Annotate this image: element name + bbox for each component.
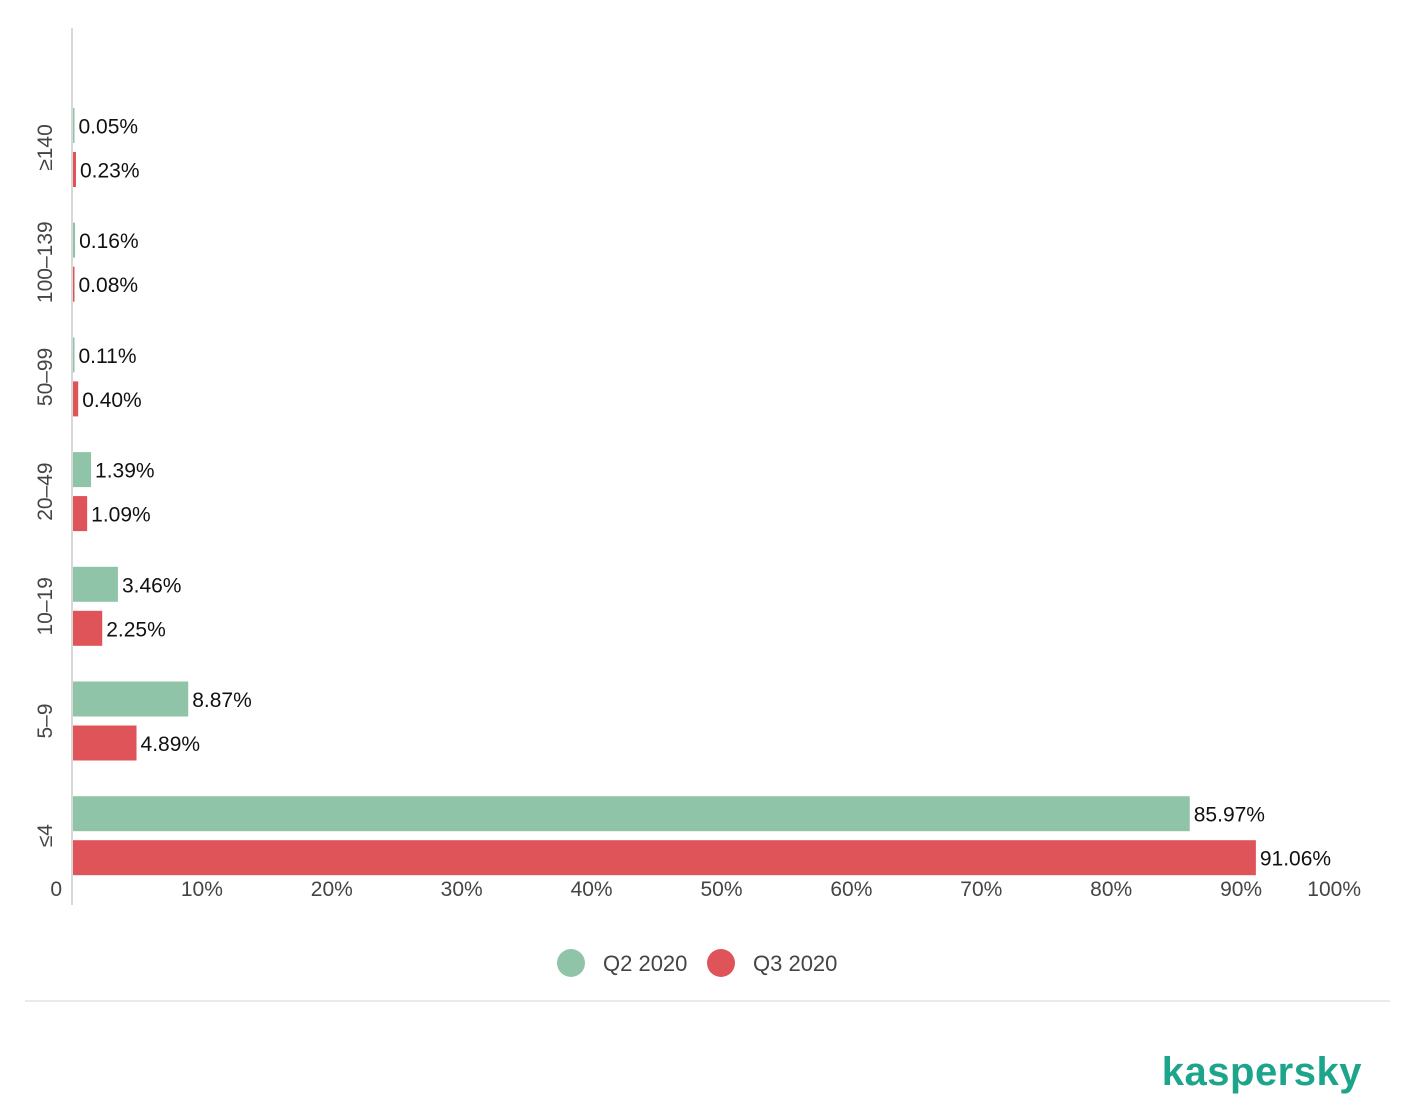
- value-label: 85.97%: [1194, 804, 1265, 827]
- value-label: 3.46%: [122, 574, 182, 597]
- x-tick-label: 50%: [700, 878, 742, 901]
- value-label: 4.89%: [141, 733, 201, 756]
- legend: Q2 2020 Q3 2020: [557, 949, 837, 977]
- x-tick-label: 0: [50, 878, 62, 901]
- value-label: 1.09%: [91, 504, 151, 527]
- category-labels: ≥140 100–139 50–99 20–49 10–19 5–9 ≤4: [34, 124, 57, 847]
- x-tick-label: 70%: [960, 878, 1002, 901]
- value-label: 1.39%: [95, 460, 155, 483]
- bar-q3-1: [73, 266, 75, 302]
- x-tick-label: 40%: [571, 878, 613, 901]
- legend-swatch-q3: [707, 949, 735, 977]
- bar-q2-4: [73, 566, 118, 602]
- x-tick-label: 80%: [1090, 878, 1132, 901]
- category-label: ≥140: [34, 124, 57, 171]
- x-tick-label: 20%: [311, 878, 353, 901]
- x-tick-labels: 0 10% 20% 30% 40% 50% 60% 70% 80% 90% 100%: [50, 878, 1361, 901]
- category-label: 20–49: [34, 462, 57, 520]
- category-label: ≤4: [34, 824, 57, 848]
- bar-q2-6: [73, 796, 1190, 832]
- bar-q3-4: [73, 610, 103, 646]
- value-label: 0.11%: [79, 345, 137, 368]
- value-label: 0.05%: [79, 116, 139, 139]
- category-label: 5–9: [34, 703, 57, 738]
- value-label: 8.87%: [192, 689, 252, 712]
- value-label: 0.23%: [80, 160, 140, 183]
- legend-label-q2: Q2 2020: [603, 951, 687, 976]
- bar-q2-1: [73, 222, 76, 258]
- category-label: 100–139: [34, 221, 57, 303]
- kaspersky-logo: kaspersky: [1162, 1050, 1362, 1094]
- x-tick-label: 100%: [1307, 878, 1361, 901]
- bar-q2-5: [73, 681, 189, 717]
- bars-group: 0.05% 0.23% 0.16% 0.08% 0.11% 0.40% 1.39% 1.09%…: [73, 108, 1331, 876]
- bar-q2-3: [73, 452, 92, 488]
- value-label: 91.06%: [1260, 848, 1331, 871]
- bar-q3-0: [73, 152, 76, 187]
- value-label: 0.08%: [79, 274, 139, 297]
- bar-q3-5: [73, 725, 137, 761]
- x-tick-label: 10%: [181, 878, 223, 901]
- x-tick-label: 90%: [1220, 878, 1262, 901]
- legend-swatch-q2: [557, 949, 585, 977]
- category-label: 50–99: [34, 348, 57, 406]
- bar-q3-6: [73, 840, 1256, 876]
- bar-q3-2: [73, 381, 79, 417]
- bar-q2-2: [73, 337, 75, 373]
- category-label: 10–19: [34, 577, 57, 635]
- x-tick-label: 60%: [830, 878, 872, 901]
- value-label: 0.40%: [82, 389, 142, 412]
- legend-label-q3: Q3 2020: [753, 951, 837, 976]
- x-tick-label: 30%: [441, 878, 483, 901]
- value-label: 2.25%: [106, 618, 166, 641]
- value-label: 0.16%: [79, 230, 139, 253]
- bar-q2-0: [73, 108, 75, 143]
- bar-q3-3: [73, 496, 88, 532]
